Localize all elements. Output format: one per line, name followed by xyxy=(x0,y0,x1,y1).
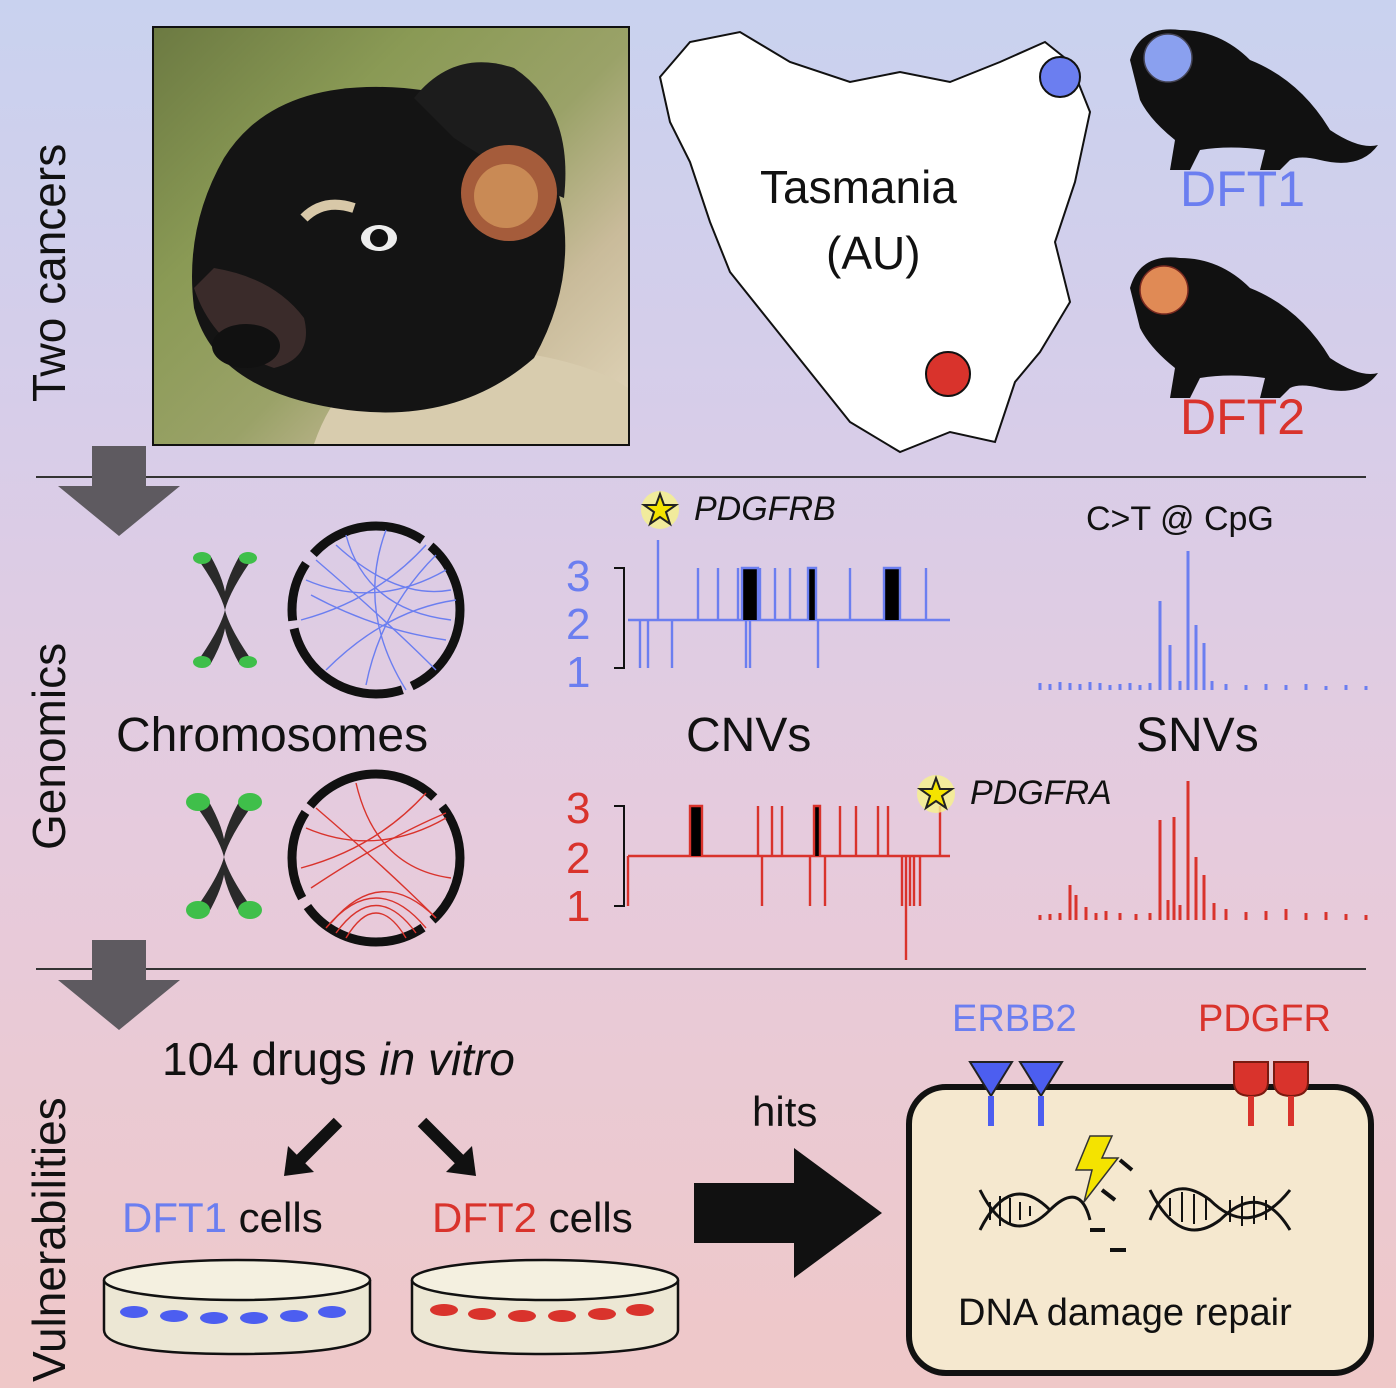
down-arrow-icon xyxy=(58,446,180,536)
divider-bottom xyxy=(36,968,1366,970)
devil-silhouette-icon xyxy=(1130,257,1378,398)
snv-caption: C>T @ CpG xyxy=(1086,500,1274,538)
cnv-tick-2: 2 xyxy=(566,834,591,883)
drugs-italic: in vitro xyxy=(379,1033,515,1085)
cnv-tick-3: 3 xyxy=(566,552,591,601)
drugs-text: 104 drugs in vitro xyxy=(162,1032,515,1086)
cnv-tick-1: 1 xyxy=(566,648,591,697)
chromosome-icon xyxy=(193,552,257,668)
divider-top xyxy=(36,476,1366,478)
star-icon xyxy=(916,775,956,813)
arrow-down-left-icon xyxy=(284,1117,343,1176)
lightning-icon xyxy=(1074,1135,1120,1203)
petri-dish-dft2 xyxy=(410,1258,680,1356)
dft1-cells-label: DFT1 cells xyxy=(122,1194,323,1242)
snv-label: SNVs xyxy=(1136,709,1259,762)
section-label-vulnerabilities: Vulnerabilities xyxy=(23,1097,75,1382)
dft2-label: DFT2 xyxy=(1180,389,1305,445)
map-subtitle: (AU) xyxy=(826,227,921,279)
cnv-tick-3: 3 xyxy=(566,784,591,833)
cnv-plot-dft2 xyxy=(614,804,950,960)
section-label-genomics: Genomics xyxy=(23,642,75,850)
drugs-prefix: 104 drugs xyxy=(162,1033,380,1085)
petri-dish-dft1 xyxy=(102,1258,372,1356)
hits-label: hits xyxy=(752,1088,818,1135)
dft2-cells-tag: DFT2 xyxy=(432,1194,537,1241)
snv-spectrum-dft1 xyxy=(1038,551,1368,690)
pdgfr-receptor-icon xyxy=(1233,1061,1309,1126)
big-arrow-right-icon xyxy=(694,1148,882,1278)
gene-label-pdgfrb: PDGFRB xyxy=(694,490,836,528)
map-title: Tasmania xyxy=(760,161,957,213)
dft1-cells-tag: DFT1 xyxy=(122,1194,227,1241)
snv-spectrum-dft2 xyxy=(1038,781,1368,920)
gene-label-pdgfra: PDGFRA xyxy=(970,774,1112,812)
erbb2-receptor-icon xyxy=(968,1061,1064,1126)
receptor-pdgfr-label: PDGFR xyxy=(1198,998,1331,1040)
star-icon xyxy=(640,491,680,529)
circos-plot-dft1 xyxy=(287,521,465,699)
dft1-label: DFT1 xyxy=(1180,161,1305,217)
cnv-tick-2: 2 xyxy=(566,600,591,649)
devil-silhouette-icon xyxy=(1130,29,1378,170)
dna-repair-label: DNA damage repair xyxy=(958,1292,1292,1334)
arrow-down-right-icon xyxy=(417,1117,476,1176)
cnv-plot-dft1 xyxy=(614,540,950,669)
cell-box xyxy=(906,1084,1374,1376)
down-arrow-icon xyxy=(58,940,180,1030)
cnv-label: CNVs xyxy=(686,709,812,762)
cnv-tick-1: 1 xyxy=(566,882,591,931)
dft2-cells-label: DFT2 cells xyxy=(432,1194,633,1242)
receptor-erbb2-label: ERBB2 xyxy=(952,998,1077,1040)
chromosomes-label: Chromosomes xyxy=(116,709,429,762)
dna-break-icon xyxy=(978,1158,1292,1252)
tasmanian-devil-photo xyxy=(152,26,630,446)
tasmania-map xyxy=(658,30,1092,454)
circos-plot-dft2 xyxy=(287,769,465,947)
section-label-two-cancers: Two cancers xyxy=(23,143,75,402)
cells-word: cells xyxy=(537,1194,633,1241)
chromosome-icon xyxy=(186,793,262,919)
cells-word: cells xyxy=(227,1194,323,1241)
